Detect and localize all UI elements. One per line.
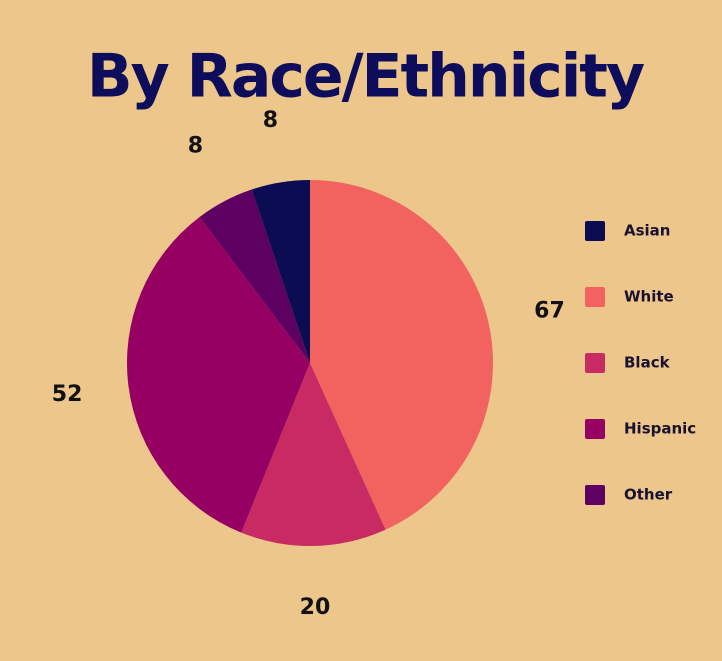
pie-slice xyxy=(126,217,310,533)
value-label: 67 xyxy=(534,298,565,323)
pie-slice xyxy=(251,180,310,363)
value-label: 52 xyxy=(52,382,83,407)
value-label: 8 xyxy=(188,133,203,158)
chart-title: By Race/Ethnicity xyxy=(87,42,645,112)
pie-slice xyxy=(241,363,386,547)
legend-swatch xyxy=(585,221,605,241)
pie-slice xyxy=(199,189,310,363)
legend-swatch xyxy=(585,287,605,307)
legend-swatch xyxy=(585,419,605,439)
legend-label: Hispanic xyxy=(624,420,696,438)
legend-label: Black xyxy=(624,354,671,372)
legend-swatch xyxy=(585,485,605,505)
pie-slice xyxy=(310,180,493,530)
legend-swatch xyxy=(585,353,605,373)
value-label: 8 xyxy=(263,108,278,133)
legend-label: White xyxy=(624,288,674,306)
legend-label: Other xyxy=(624,486,673,504)
legend-label: Asian xyxy=(624,222,670,240)
value-label: 20 xyxy=(300,595,331,620)
